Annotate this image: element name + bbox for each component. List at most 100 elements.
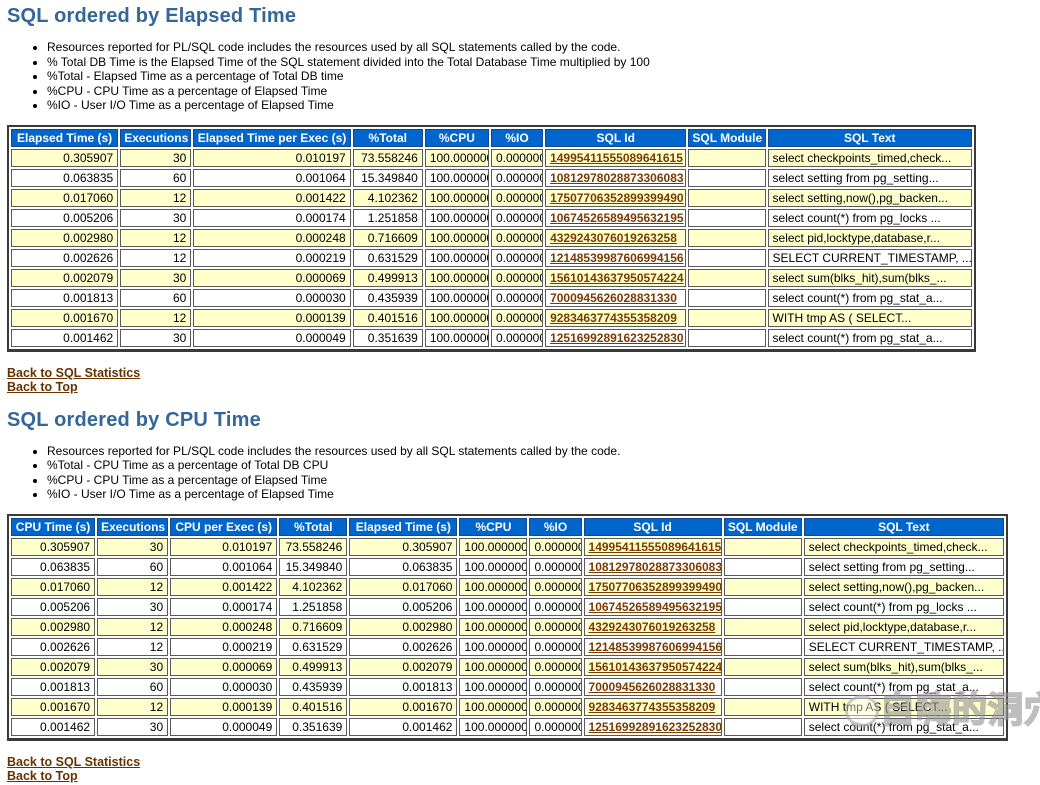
cell: 0.001670 xyxy=(349,697,458,716)
sql-id-link[interactable]: 12516992891623252830 xyxy=(588,719,722,734)
sql-id-link[interactable]: 14995411555089641615 xyxy=(588,539,722,554)
cell: 73.558246 xyxy=(279,537,348,556)
note-item: %CPU - CPU Time as a percentage of Elaps… xyxy=(47,84,1040,99)
cell: 0.435939 xyxy=(352,288,423,307)
cell: 0.000030 xyxy=(170,677,278,696)
cell: 0.063835 xyxy=(11,168,119,187)
cell: 0.000000 xyxy=(529,637,582,656)
cell: 100.000000 xyxy=(424,228,489,247)
cell: select setting,now(),pg_backen... xyxy=(767,188,972,207)
cell: 4.102362 xyxy=(279,577,348,596)
section-title-cpu-time: SQL ordered by CPU Time xyxy=(7,408,261,431)
sql-id-link[interactable]: 7000945626028831330 xyxy=(550,290,677,305)
cell: select count(*) from pg_locks ... xyxy=(767,208,972,227)
table-row: 0.002980 12 0.000248 0.716609 100.000000 0.00… xyxy=(11,228,972,247)
cell: 0.017060 xyxy=(349,577,458,596)
cell: 100.000000 xyxy=(459,677,528,696)
cell: 0.001670 xyxy=(11,697,96,716)
cell: 100.000000 xyxy=(424,208,489,227)
sql-id-link[interactable]: 15610143637950574224 xyxy=(550,270,684,285)
column-header: SQL Id xyxy=(545,128,687,147)
back-link-back-to-sql-statistics[interactable]: Back to SQL Statistics xyxy=(7,365,141,380)
backlinks-section-2: Back to SQL Statistics Back to Top xyxy=(7,753,1040,783)
cell: 0.002079 xyxy=(349,657,458,676)
sql-id-link[interactable]: 4329243076019263258 xyxy=(550,230,677,245)
cell: 30 xyxy=(97,717,169,736)
cell: 0.716609 xyxy=(279,617,348,636)
cell: 0.001064 xyxy=(193,168,351,187)
cell: 0.435939 xyxy=(279,677,348,696)
cell: select pid,locktype,database,r... xyxy=(803,617,1004,636)
table-header-row: Elapsed Time (s) Executions Elapsed Time p… xyxy=(11,128,972,147)
sql-elapsed-time-table: Elapsed Time (s) Executions Elapsed Time p… xyxy=(7,124,976,352)
cell xyxy=(688,148,766,167)
note-item: Resources reported for PL/SQL code inclu… xyxy=(47,444,1040,459)
back-link-back-to-top[interactable]: Back to Top xyxy=(7,768,78,783)
sql-id-link[interactable]: 9283463774355358209 xyxy=(588,699,716,714)
notes-list-cpu-time: Resources reported for PL/SQL code inclu… xyxy=(7,444,1040,502)
cell: select checkpoints_timed,check... xyxy=(803,537,1004,556)
cell: 1.251858 xyxy=(279,597,348,616)
cell: 0.001813 xyxy=(11,677,96,696)
table-row: 0.305907 30 0.010197 73.558246 0.305907 100.0… xyxy=(11,537,1004,556)
cell: 12 xyxy=(97,697,169,716)
cell: 10812978028873306083 xyxy=(545,168,687,187)
column-header: SQL Module xyxy=(723,517,802,536)
cell: 0.000069 xyxy=(193,268,351,287)
table-row: 0.001462 30 0.000049 0.351639 100.000000 0.00… xyxy=(11,328,972,347)
column-header: Executions xyxy=(97,517,169,536)
sql-id-link[interactable]: 4329243076019263258 xyxy=(588,619,716,634)
cell: select count(*) from pg_stat_a... xyxy=(767,328,972,347)
cell: select pid,locktype,database,r... xyxy=(767,228,972,247)
sql-id-link[interactable]: 12148539987606994156 xyxy=(550,250,684,265)
note-item: % Total DB Time is the Elapsed Time of t… xyxy=(47,55,1040,70)
cell: 0.002626 xyxy=(11,248,119,267)
sql-id-link[interactable]: 10812978028873306083 xyxy=(588,559,722,574)
cell: 0.001422 xyxy=(193,188,351,207)
sql-id-link[interactable]: 10674526589495632195 xyxy=(550,210,684,225)
sql-id-link[interactable]: 17507706352899399490 xyxy=(550,190,684,205)
cell: 100.000000 xyxy=(424,268,489,287)
sql-id-link[interactable]: 10812978028873306083 xyxy=(550,170,684,185)
cell: 100.000000 xyxy=(459,537,528,556)
column-header: Elapsed Time (s) xyxy=(11,128,119,147)
cell: 12 xyxy=(120,228,192,247)
cell: 12516992891623252830 xyxy=(545,328,687,347)
cell: 0.716609 xyxy=(352,228,423,247)
column-header: %CPU xyxy=(459,517,528,536)
cell: 9283463774355358209 xyxy=(545,308,687,327)
back-link-back-to-top[interactable]: Back to Top xyxy=(7,379,78,394)
cell: select setting from pg_setting... xyxy=(767,168,972,187)
cell: 0.000000 xyxy=(490,328,544,347)
cell: 0.000069 xyxy=(170,657,278,676)
cell xyxy=(723,637,802,656)
back-link-back-to-sql-statistics[interactable]: Back to SQL Statistics xyxy=(7,754,141,769)
cell xyxy=(688,168,766,187)
table-row: 0.001670 12 0.000139 0.401516 100.000000 0.00… xyxy=(11,308,972,327)
cell xyxy=(723,717,802,736)
cell: 0.002079 xyxy=(11,268,119,287)
sql-id-link[interactable]: 17507706352899399490 xyxy=(588,579,722,594)
cell: 30 xyxy=(120,268,192,287)
cell: 12 xyxy=(120,248,192,267)
table-row: 0.002626 12 0.000219 0.631529 100.000000 0.00… xyxy=(11,248,972,267)
cell xyxy=(723,697,802,716)
sql-id-link[interactable]: 14995411555089641615 xyxy=(550,150,683,165)
sql-id-link[interactable]: 9283463774355358209 xyxy=(550,310,677,325)
sql-id-link[interactable]: 7000945626028831330 xyxy=(588,679,716,694)
column-header: SQL Id xyxy=(583,517,722,536)
sql-id-link[interactable]: 15610143637950574224 xyxy=(588,659,722,674)
cell: 100.000000 xyxy=(459,637,528,656)
cell: 0.000000 xyxy=(490,228,544,247)
cell: 4329243076019263258 xyxy=(545,228,687,247)
cell: 60 xyxy=(97,677,169,696)
sql-id-link[interactable]: 10674526589495632195 xyxy=(588,599,722,614)
cell: 0.005206 xyxy=(11,208,119,227)
cell: 0.351639 xyxy=(352,328,423,347)
sql-id-link[interactable]: 12516992891623252830 xyxy=(550,330,684,345)
cell: 0.005206 xyxy=(11,597,96,616)
sql-id-link[interactable]: 12148539987606994156 xyxy=(588,639,722,654)
table-row: 0.005206 30 0.000174 1.251858 100.000000 0.00… xyxy=(11,208,972,227)
table-row: 0.063835 60 0.001064 15.349840 0.063835 100.0… xyxy=(11,557,1004,576)
table-row: 0.001670 12 0.000139 0.401516 0.001670 100.00… xyxy=(11,697,1004,716)
